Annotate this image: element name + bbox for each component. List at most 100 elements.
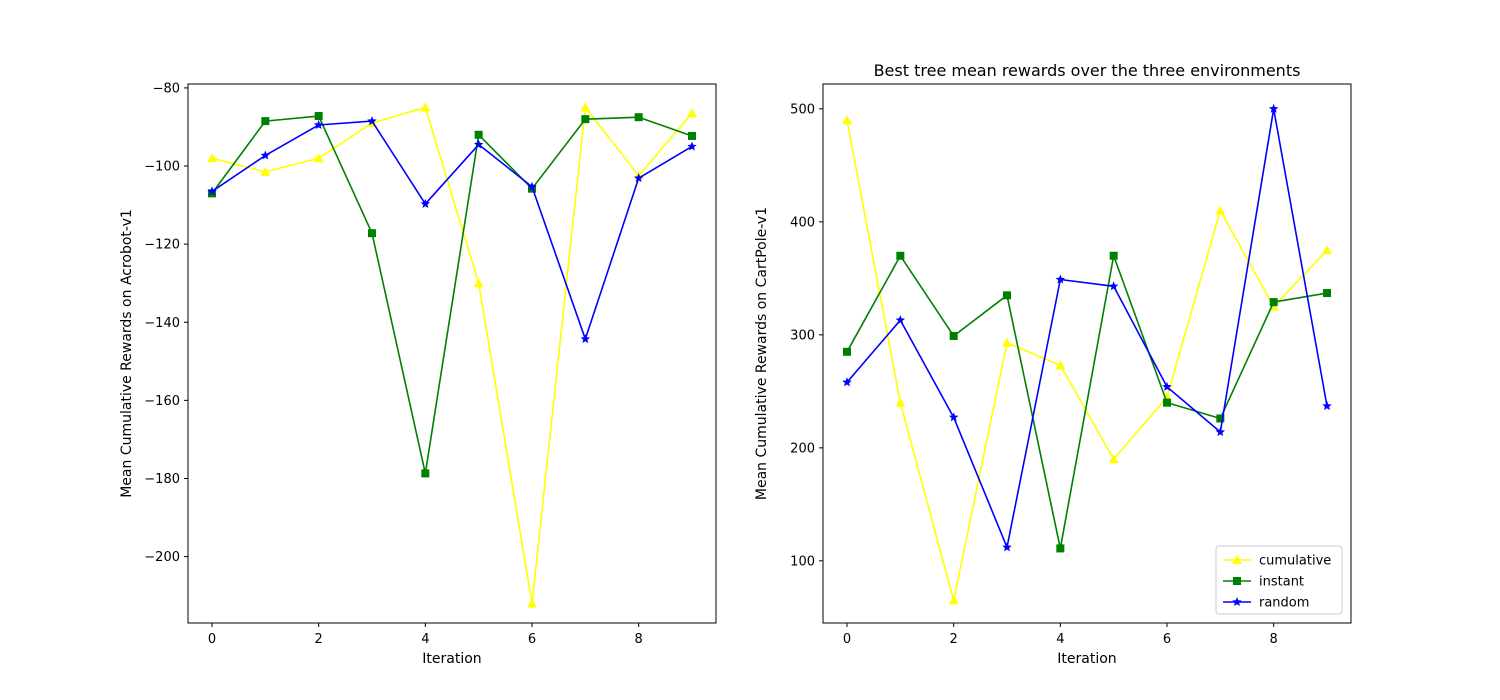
data-point-random (1268, 103, 1279, 113)
y-tick-label: −100 (144, 160, 180, 175)
data-point-random (527, 181, 537, 191)
data-point-cumulative (313, 153, 324, 163)
y-tick-label: −140 (144, 316, 180, 331)
data-point-random (420, 198, 431, 208)
y-tick-label: 100 (790, 554, 815, 569)
data-point-instant (474, 130, 483, 139)
plot-frame (187, 83, 717, 624)
x-axis-label: Iteration (1057, 651, 1116, 667)
data-point-instant (1269, 298, 1278, 307)
data-point-random (207, 186, 217, 196)
data-point-random (1108, 281, 1119, 291)
data-point-instant (949, 331, 958, 340)
legend-label-cumulative: cumulative (1259, 554, 1331, 569)
data-point-instant (1163, 398, 1171, 407)
data-point-instant (843, 347, 851, 356)
data-point-cumulative (420, 102, 431, 112)
data-point-cumulative (948, 595, 959, 605)
series-line-cumulative (846, 120, 1328, 602)
legend-box (1215, 545, 1343, 615)
data-point-instant (421, 469, 430, 478)
data-point-instant (1056, 544, 1065, 553)
data-point-instant (314, 112, 323, 121)
data-point-random (1162, 381, 1172, 391)
data-point-random (1002, 542, 1012, 552)
x-tick-label: 8 (1270, 632, 1278, 647)
y-tick-label: 500 (790, 102, 815, 117)
x-tick-label: 4 (1056, 632, 1064, 647)
data-point-random (1322, 401, 1332, 411)
data-point-instant (1216, 414, 1225, 423)
data-point-instant (1003, 291, 1011, 300)
data-point-instant (896, 251, 905, 260)
series-line-random (846, 108, 1328, 549)
data-point-cumulative (527, 598, 537, 608)
x-tick-label: 0 (208, 632, 216, 647)
data-point-instant (634, 113, 643, 122)
acrobot-panel: Iteration Mean Cumulative Rewards on Acr… (119, 81, 717, 667)
data-point-cumulative (473, 278, 484, 288)
legend-label-random: random (1259, 596, 1309, 611)
y-tick-label: −200 (144, 550, 180, 565)
series-line-random (211, 120, 693, 340)
data-point-random (473, 139, 484, 149)
y-tick-label: 400 (790, 215, 815, 230)
x-tick-label: 0 (843, 632, 851, 647)
data-point-cumulative (842, 115, 852, 125)
data-point-random (1055, 274, 1066, 284)
data-point-random (895, 315, 906, 325)
cartpole-panel: Best tree mean rewards over the three en… (754, 61, 1352, 667)
legend-label-instant: instant (1259, 575, 1304, 590)
y-axis-label: Mean Cumulative Rewards on CartPole-v1 (754, 207, 770, 500)
data-point-cumulative (207, 153, 217, 163)
data-point-cumulative (895, 397, 906, 407)
data-point-instant (581, 115, 590, 124)
legend-marker-random (1232, 597, 1242, 607)
y-tick-label: −80 (153, 81, 180, 96)
data-point-instant (368, 229, 376, 238)
y-tick-label: 300 (790, 328, 815, 343)
data-point-cumulative (260, 166, 271, 176)
data-point-cumulative (1215, 205, 1226, 215)
series-line-instant (211, 115, 693, 475)
data-point-random (687, 141, 697, 151)
y-tick-label: −180 (144, 472, 180, 487)
data-point-random (633, 173, 644, 183)
y-axis-label: Mean Cumulative Rewards on Acrobot-v1 (119, 209, 135, 498)
x-tick-label: 4 (421, 632, 429, 647)
data-point-random (367, 116, 377, 126)
data-point-instant (1109, 251, 1118, 260)
y-tick-label: 200 (790, 441, 815, 456)
data-point-random (260, 150, 271, 160)
data-point-random (313, 120, 324, 130)
data-point-cumulative (580, 102, 591, 112)
plot-frame (822, 83, 1352, 624)
data-point-instant (1323, 289, 1331, 298)
data-point-cumulative (1322, 245, 1332, 255)
data-point-cumulative (687, 108, 697, 118)
data-point-instant (261, 117, 270, 126)
series-line-cumulative (211, 106, 693, 605)
y-tick-label: −120 (144, 238, 180, 253)
x-tick-label: 6 (1163, 632, 1171, 647)
data-point-random (948, 412, 959, 422)
data-point-cumulative (1002, 337, 1012, 347)
x-tick-label: 2 (950, 632, 958, 647)
data-point-cumulative (1055, 360, 1066, 370)
x-tick-label: 8 (635, 632, 643, 647)
legend: cumulative instant random (1215, 545, 1343, 615)
x-tick-label: 6 (528, 632, 536, 647)
panel-title: Best tree mean rewards over the three en… (874, 61, 1301, 80)
y-tick-label: −160 (144, 394, 180, 409)
data-point-random (842, 377, 852, 387)
legend-marker-instant (1233, 577, 1241, 585)
data-point-instant (688, 131, 696, 140)
legend-marker-cumulative (1232, 555, 1242, 564)
x-axis-label: Iteration (422, 651, 481, 667)
x-tick-label: 2 (315, 632, 323, 647)
series-line-instant (846, 254, 1328, 550)
data-point-random (580, 334, 591, 344)
data-point-cumulative (1108, 454, 1119, 464)
data-point-random (1215, 427, 1226, 437)
